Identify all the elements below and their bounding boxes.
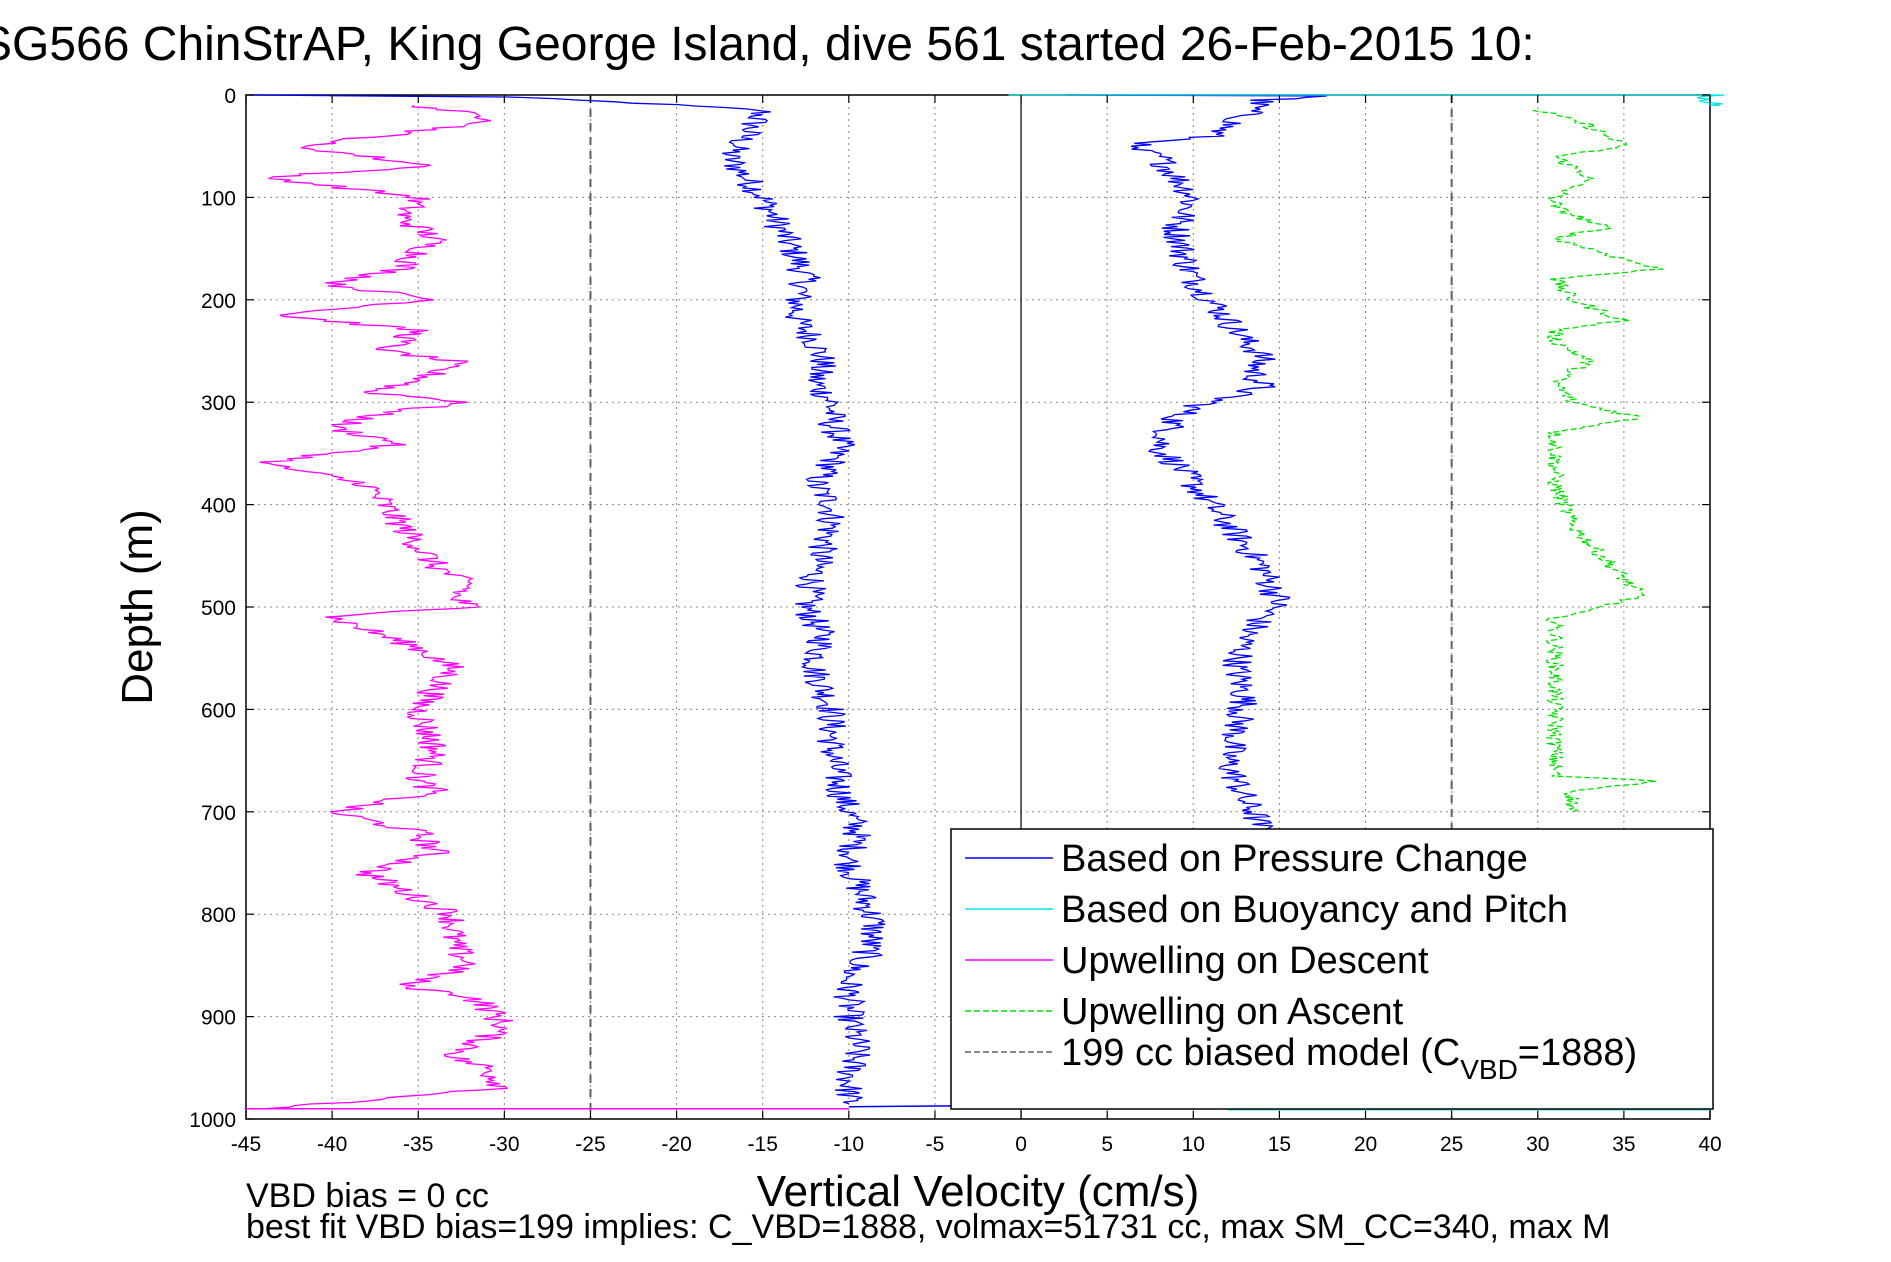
y-tick-label: 800 <box>201 904 236 927</box>
chart-title: SG566 ChinStrAP, King George Island, div… <box>0 18 1535 71</box>
legend-label-3: Upwelling on Ascent <box>1061 991 1404 1033</box>
y-tick-label: 900 <box>201 1007 236 1030</box>
x-tick-label: 0 <box>1015 1133 1027 1156</box>
x-tick-label: 15 <box>1268 1133 1291 1156</box>
legend-label-1: Based on Buoyancy and Pitch <box>1061 889 1568 931</box>
series-line-2 <box>1008 94 1725 106</box>
annotation-vbd-bias: VBD bias = 0 cc <box>246 1177 489 1215</box>
x-tick-label: -15 <box>748 1133 778 1156</box>
x-tick-label: 40 <box>1698 1133 1721 1156</box>
y-tick-label: 300 <box>201 392 236 415</box>
x-tick-label: -30 <box>489 1133 519 1156</box>
y-tick-label: 500 <box>201 597 236 620</box>
series-line-1 <box>1067 94 1327 833</box>
y-tick-label: 400 <box>201 495 236 518</box>
legend-box <box>950 828 1714 1110</box>
x-tick-label: 5 <box>1101 1133 1113 1156</box>
annotation-best-fit: best fit VBD bias=199 implies: C_VBD=188… <box>246 1208 1610 1246</box>
series-group <box>246 94 1725 1119</box>
x-tick-label: -25 <box>575 1133 605 1156</box>
series-line-4 <box>1532 109 1665 813</box>
legend-label-2: Upwelling on Descent <box>1061 940 1429 982</box>
y-axis-label: Depth (m) <box>113 509 162 705</box>
legend-label-4: 199 cc biased model (CVBD=1888) <box>1061 1032 1637 1085</box>
series-line-3 <box>259 104 513 1110</box>
y-tick-label: 700 <box>201 802 236 825</box>
y-tick-label: 1000 <box>189 1109 236 1132</box>
x-tick-label: -5 <box>926 1133 945 1156</box>
x-tick-label: -40 <box>317 1133 347 1156</box>
x-tick-label: -20 <box>661 1133 691 1156</box>
tick-group: -45 -40 -35 -30 -25 -20 -15 -10 -5 0 5 10 15 20 25 30 35… <box>189 85 1721 1156</box>
y-tick-label: 100 <box>201 187 236 210</box>
x-tick-label: 10 <box>1182 1133 1205 1156</box>
x-tick-label: 20 <box>1354 1133 1377 1156</box>
y-tick-label: 200 <box>201 290 236 313</box>
x-tick-label: -10 <box>834 1133 864 1156</box>
legend-label-0: Based on Pressure Change <box>1061 838 1528 880</box>
x-tick-label: -35 <box>403 1133 433 1156</box>
x-tick-label: 25 <box>1440 1133 1463 1156</box>
x-tick-label: -45 <box>231 1133 261 1156</box>
y-tick-label: 600 <box>201 699 236 722</box>
y-tick-label: 0 <box>224 85 236 108</box>
x-tick-label: 35 <box>1612 1133 1635 1156</box>
x-tick-label: 30 <box>1526 1133 1549 1156</box>
legend: Based on Pressure Change Based on Buoyanc… <box>950 828 1714 1110</box>
x-axis-label: Vertical Velocity (cm/s) <box>757 1167 1200 1216</box>
series-line-0 <box>250 94 886 1105</box>
